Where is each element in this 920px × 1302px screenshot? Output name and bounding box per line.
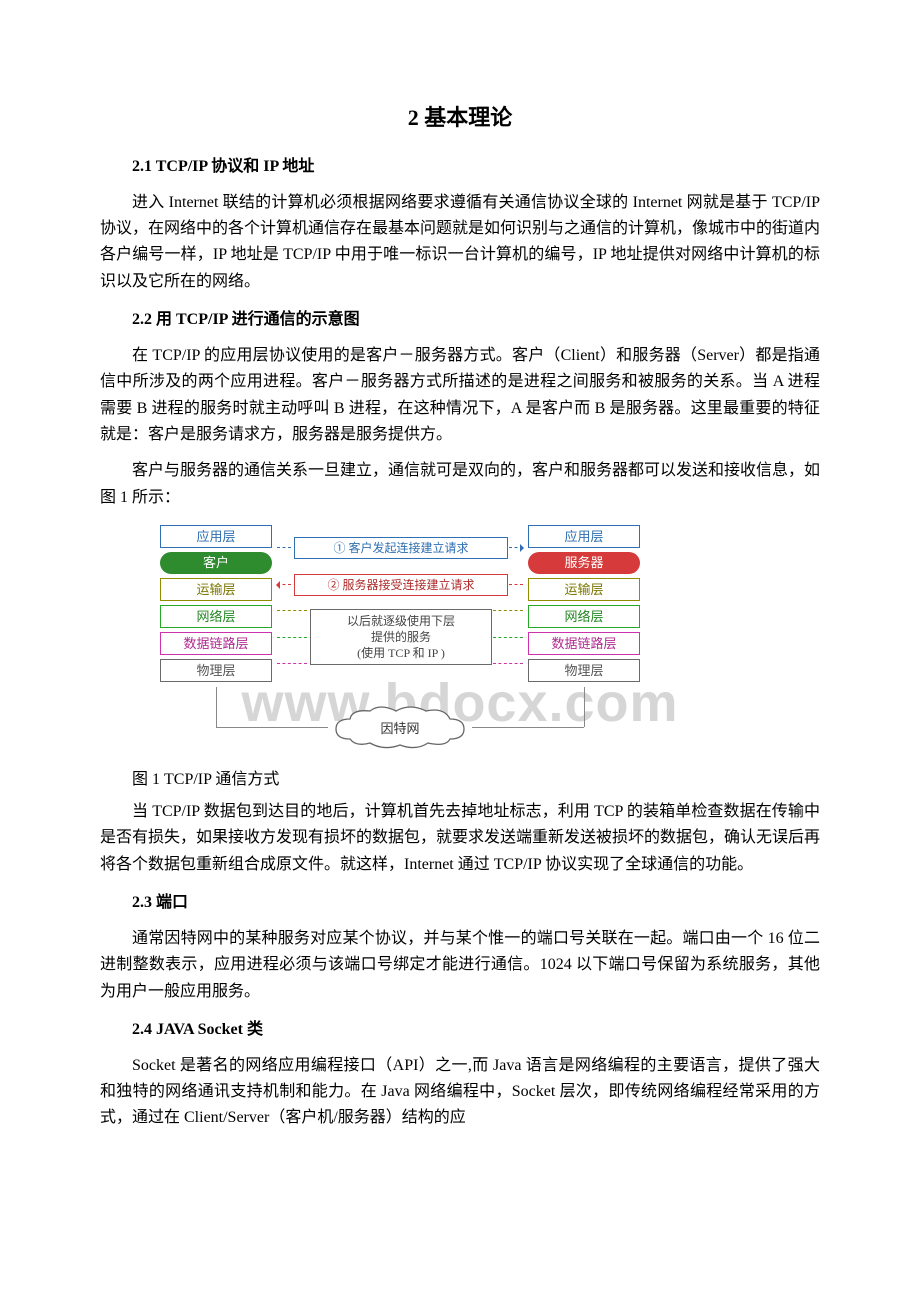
- para-2-4-1: Socket 是著名的网络应用编程接口（API）之一,而 Java 语言是网络编…: [100, 1053, 820, 1132]
- layer-physical-right: 物理层: [528, 659, 640, 682]
- dash-icon: [277, 547, 291, 548]
- layer-network-right: 网络层: [528, 605, 640, 628]
- role-client: 客户: [160, 552, 272, 574]
- line-icon: [216, 727, 328, 728]
- layer-app-left: 应用层: [160, 525, 272, 548]
- layer-datalink-right: 数据链路层: [528, 632, 640, 655]
- tcpip-diagram: 应用层 客户 运输层 网络层 数据链路层 物理层 应用层 服务器 运输层 网络层…: [160, 525, 820, 755]
- line-icon: [584, 687, 585, 727]
- dash-icon: [277, 663, 307, 664]
- layer-transport-right: 运输层: [528, 578, 640, 601]
- role-server: 服务器: [528, 552, 640, 574]
- mid3-line1: 以后就逐级使用下层: [311, 613, 491, 629]
- layer-app-right: 应用层: [528, 525, 640, 548]
- heading-2-4: 2.4 JAVA Socket 类: [100, 1017, 820, 1043]
- line-icon: [472, 727, 584, 728]
- line-icon: [216, 687, 217, 727]
- dash-icon: [277, 610, 307, 611]
- para-2-2-3: 当 TCP/IP 数据包到达目的地后，计算机首先去掉地址标志，利用 TCP 的装…: [100, 799, 820, 878]
- dash-icon: [509, 584, 523, 585]
- heading-2-1: 2.1 TCP/IP 协议和 IP 地址: [100, 154, 820, 180]
- para-2-1-1: 进入 Internet 联结的计算机必须根据网络要求遵循有关通信协议全球的 In…: [100, 190, 820, 296]
- para-2-2-2: 客户与服务器的通信关系一旦建立，通信就可是双向的，客户和服务器都可以发送和接收信…: [100, 458, 820, 511]
- arrow-right-icon: [509, 547, 523, 548]
- layer-network-left: 网络层: [160, 605, 272, 628]
- para-2-3-1: 通常因特网中的某种服务对应某个协议，并与某个惟一的端口号关联在一起。端口由一个 …: [100, 926, 820, 1005]
- cloud-label: 因特网: [330, 705, 470, 749]
- dash-icon: [493, 637, 523, 638]
- layer-physical-left: 物理层: [160, 659, 272, 682]
- mid3-line3: (使用 TCP 和 IP ): [311, 645, 491, 661]
- msg-use-lower-layers: 以后就逐级使用下层 提供的服务 (使用 TCP 和 IP ): [310, 609, 492, 665]
- dash-icon: [493, 610, 523, 611]
- mid3-line2: 提供的服务: [311, 629, 491, 645]
- layer-datalink-left: 数据链路层: [160, 632, 272, 655]
- heading-2-2: 2.2 用 TCP/IP 进行通信的示意图: [100, 307, 820, 333]
- arrow-left-icon: [277, 584, 291, 585]
- msg-server-accept: ② 服务器接受连接建立请求: [294, 574, 508, 596]
- para-2-2-1: 在 TCP/IP 的应用层协议使用的是客户－服务器方式。客户（Client）和服…: [100, 343, 820, 449]
- heading-2-3: 2.3 端口: [100, 890, 820, 916]
- client-stack: 应用层 客户 运输层 网络层 数据链路层 物理层: [160, 525, 272, 682]
- internet-cloud: 因特网: [330, 705, 470, 749]
- msg-client-request: ① 客户发起连接建立请求: [294, 537, 508, 559]
- layer-transport-left: 运输层: [160, 578, 272, 601]
- figure-1-caption: 图 1 TCP/IP 通信方式: [100, 765, 820, 789]
- server-stack: 应用层 服务器 运输层 网络层 数据链路层 物理层: [528, 525, 640, 682]
- dash-icon: [493, 663, 523, 664]
- page-title: 2 基本理论: [100, 100, 820, 132]
- dash-icon: [277, 637, 307, 638]
